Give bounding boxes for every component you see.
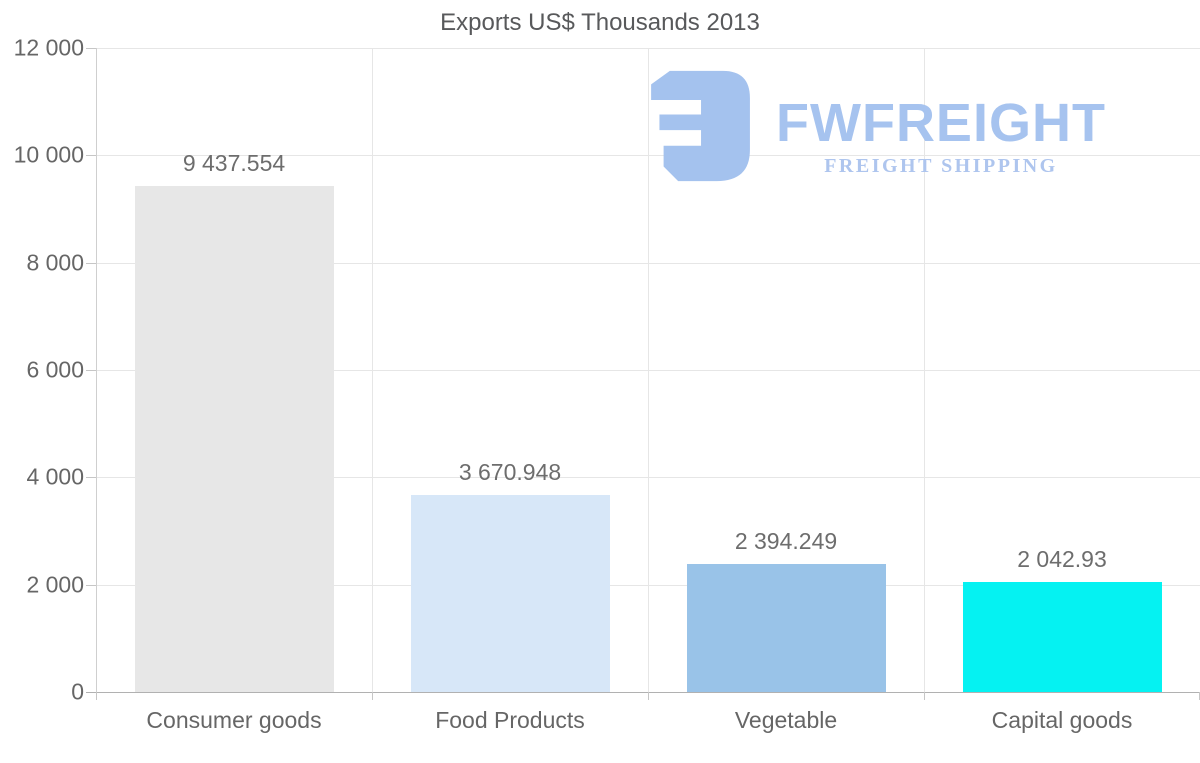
y-axis-label: 12 000 bbox=[13, 34, 84, 61]
x-axis-line bbox=[86, 692, 1200, 693]
x-tick bbox=[372, 692, 373, 700]
bar-value-label: 2 394.249 bbox=[734, 527, 838, 554]
y-axis-label: 2 000 bbox=[26, 571, 84, 598]
bar bbox=[686, 563, 886, 692]
y-tick bbox=[86, 477, 96, 479]
x-category-label: Food Products bbox=[435, 707, 585, 733]
y-axis-label: 0 bbox=[71, 678, 84, 705]
logo-text-block: FWFREIGHT FREIGHT SHIPPING bbox=[776, 96, 1106, 178]
y-tick bbox=[86, 584, 96, 586]
x-tick bbox=[924, 692, 925, 700]
x-gridline bbox=[372, 48, 373, 692]
bar-value-label: 3 670.948 bbox=[458, 458, 562, 485]
y-axis-line bbox=[96, 48, 97, 692]
watermark-logo: FWFREIGHT FREIGHT SHIPPING bbox=[648, 70, 1106, 182]
y-axis-label: 6 000 bbox=[26, 356, 84, 383]
bar bbox=[962, 582, 1162, 692]
x-category-label: Consumer goods bbox=[146, 707, 322, 733]
logo-brand-name: FWFREIGHT bbox=[776, 93, 1106, 153]
logo-tagline: FREIGHT SHIPPING bbox=[824, 155, 1058, 177]
bar bbox=[410, 494, 610, 692]
fwfreight-logo-icon bbox=[651, 70, 750, 182]
y-tick bbox=[86, 155, 96, 157]
y-tick bbox=[86, 262, 96, 264]
y-axis-label: 10 000 bbox=[13, 141, 84, 168]
x-category-label: Vegetable bbox=[734, 707, 838, 733]
x-tick bbox=[648, 692, 649, 700]
y-tick bbox=[86, 370, 96, 371]
x-gridline bbox=[924, 48, 925, 692]
y-axis-label: 8 000 bbox=[26, 249, 84, 276]
y-axis-label: 4 000 bbox=[26, 463, 84, 490]
x-gridline bbox=[648, 48, 649, 692]
bar-value-label: 2 042.93 bbox=[1017, 546, 1107, 573]
x-category-label: Capital goods bbox=[991, 707, 1133, 733]
x-tick bbox=[96, 692, 97, 700]
bar bbox=[134, 185, 334, 692]
chart-title: Exports US$ Thousands 2013 bbox=[440, 9, 760, 36]
y-tick bbox=[86, 48, 96, 49]
bar-value-label: 9 437.554 bbox=[182, 149, 286, 176]
